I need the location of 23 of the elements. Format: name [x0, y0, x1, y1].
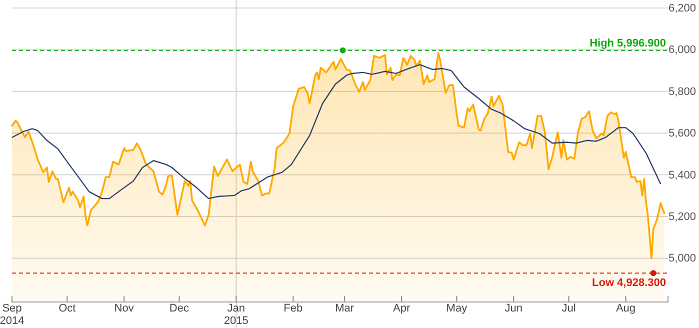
y-tick-label: 5,600: [668, 128, 696, 140]
y-tick-label: 5,800: [668, 86, 696, 98]
ref-line-label: High 5,996.900: [590, 37, 666, 50]
y-tick-label: 5,000: [668, 252, 696, 265]
x-tick-label: Dec: [169, 302, 190, 314]
x-tick-label: Apr: [392, 302, 410, 314]
x-tick-label: Aug: [616, 302, 636, 314]
y-tick-label: 6,200: [668, 2, 696, 15]
x-tick-label: Jul: [562, 302, 576, 314]
x-tick-label: May: [446, 302, 468, 314]
ref-line-label: Low 4,928.300: [592, 277, 666, 290]
x-tick-label: Sep: [2, 302, 22, 314]
text: 2015: [224, 315, 248, 327]
y-tick-label: 6,000: [668, 44, 696, 56]
y-tick-label: 5,200: [668, 211, 696, 224]
y-tick-label: 5,400: [668, 169, 696, 182]
x-tick-label: Feb: [284, 302, 303, 314]
x-tick-label: Mar: [335, 302, 354, 314]
x-tick-label: Oct: [58, 302, 76, 314]
text: 2014: [0, 315, 24, 327]
x-tick-label: Nov: [114, 302, 134, 314]
x-tick-label: Jan: [227, 302, 246, 314]
x-tick-label: Jun: [504, 302, 523, 314]
